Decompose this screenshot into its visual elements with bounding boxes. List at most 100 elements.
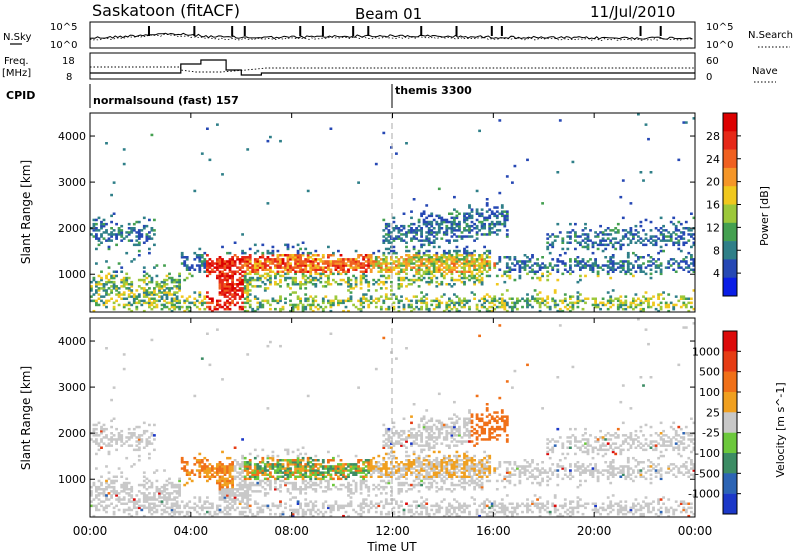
power-cell: [115, 289, 118, 292]
velocity-cell: [142, 432, 146, 435]
power-cell: [493, 303, 497, 307]
power-cell: [692, 270, 696, 273]
power-cell: [569, 266, 572, 269]
power-cell: [263, 276, 267, 280]
power-cell: [256, 272, 260, 276]
velocity-cell: [178, 494, 181, 497]
power-cell: [657, 258, 660, 261]
power-cell: [223, 289, 227, 292]
power-cell: [538, 303, 542, 307]
power-cell: [178, 280, 181, 284]
velocity-cell: [226, 485, 229, 489]
power-cell: [498, 268, 502, 271]
nsky-spike: [455, 26, 458, 36]
power-cell: [558, 119, 562, 122]
power-cell: [256, 258, 260, 261]
velocity-cell: [352, 492, 355, 495]
power-cell: [137, 299, 141, 303]
velocity-cell: [382, 485, 386, 489]
velocity-cell: [107, 504, 111, 508]
power-cell: [435, 276, 439, 280]
power-cell: [619, 303, 623, 307]
velocity-cell: [180, 461, 184, 464]
power-cell: [339, 258, 343, 261]
velocity-cell: [304, 469, 308, 472]
velocity-cell: [410, 444, 413, 447]
power-cell: [601, 243, 605, 247]
power-cell: [110, 291, 113, 294]
power-cell: [233, 272, 237, 276]
power-cell: [251, 309, 255, 313]
power-cell: [321, 262, 325, 265]
power-cell: [518, 276, 522, 280]
power-cell: [584, 264, 587, 267]
power-cell: [684, 303, 688, 307]
velocity-cell: [263, 477, 267, 481]
power-cell: [309, 264, 313, 267]
velocity-cell: [364, 483, 368, 487]
power-cell: [198, 301, 202, 305]
power-cell: [458, 264, 461, 267]
power-cell: [193, 297, 197, 300]
power-cell: [284, 272, 287, 276]
velocity-cell: [321, 502, 325, 505]
power-cell: [241, 264, 244, 267]
power-cell: [107, 266, 111, 269]
velocity-cell: [115, 427, 118, 431]
velocity-cell: [400, 469, 403, 472]
power-cell: [160, 285, 164, 288]
power-cell: [503, 303, 507, 307]
power-cell: [231, 276, 234, 280]
power-cell: [238, 287, 242, 290]
velocity-cell: [382, 336, 386, 340]
power-cell: [127, 289, 131, 292]
power-cell: [500, 212, 504, 215]
power-cell: [339, 283, 343, 286]
power-cell: [644, 123, 648, 126]
velocity-cell: [316, 471, 320, 474]
power-cell: [473, 283, 476, 286]
velocity-cell: [405, 465, 408, 468]
power-cell: [221, 283, 224, 286]
velocity-cell: [359, 514, 363, 518]
velocity-cell: [402, 429, 406, 433]
power-cell: [649, 241, 653, 244]
power-cell: [473, 274, 476, 278]
power-cell: [488, 274, 492, 278]
power-cell: [286, 266, 290, 269]
velocity-cell: [253, 490, 257, 493]
velocity-cell: [377, 488, 381, 491]
power-cell: [682, 295, 686, 298]
velocity-cell: [228, 494, 232, 497]
power-cell: [518, 270, 522, 273]
velocity-cell: [354, 469, 358, 472]
velocity-cell: [148, 440, 151, 443]
power-cell: [321, 299, 325, 303]
power-cell: [546, 274, 550, 278]
velocity-cell: [284, 467, 287, 470]
power-cell: [518, 260, 522, 263]
velocity-cell: [291, 485, 295, 489]
velocity-cell: [321, 504, 325, 508]
power-cell: [470, 235, 474, 238]
velocity-cell: [291, 508, 295, 512]
power-cell: [185, 297, 189, 300]
power-cell: [437, 299, 441, 303]
power-cell: [463, 214, 466, 218]
power-cell: [546, 270, 550, 273]
power-cell: [306, 280, 310, 284]
velocity-cell: [379, 492, 383, 495]
power-cell: [362, 301, 365, 305]
velocity-cell: [193, 456, 197, 460]
velocity-cell: [314, 465, 318, 468]
power-cell: [200, 256, 204, 259]
power-cell: [243, 289, 247, 292]
velocity-cell: [231, 481, 234, 485]
velocity-cell: [269, 481, 272, 485]
velocity-cell: [384, 473, 388, 476]
power-cell: [390, 266, 393, 269]
velocity-cell: [216, 481, 219, 485]
power-cell: [417, 285, 421, 288]
power-cell: [500, 305, 504, 309]
power-cell: [659, 231, 663, 234]
